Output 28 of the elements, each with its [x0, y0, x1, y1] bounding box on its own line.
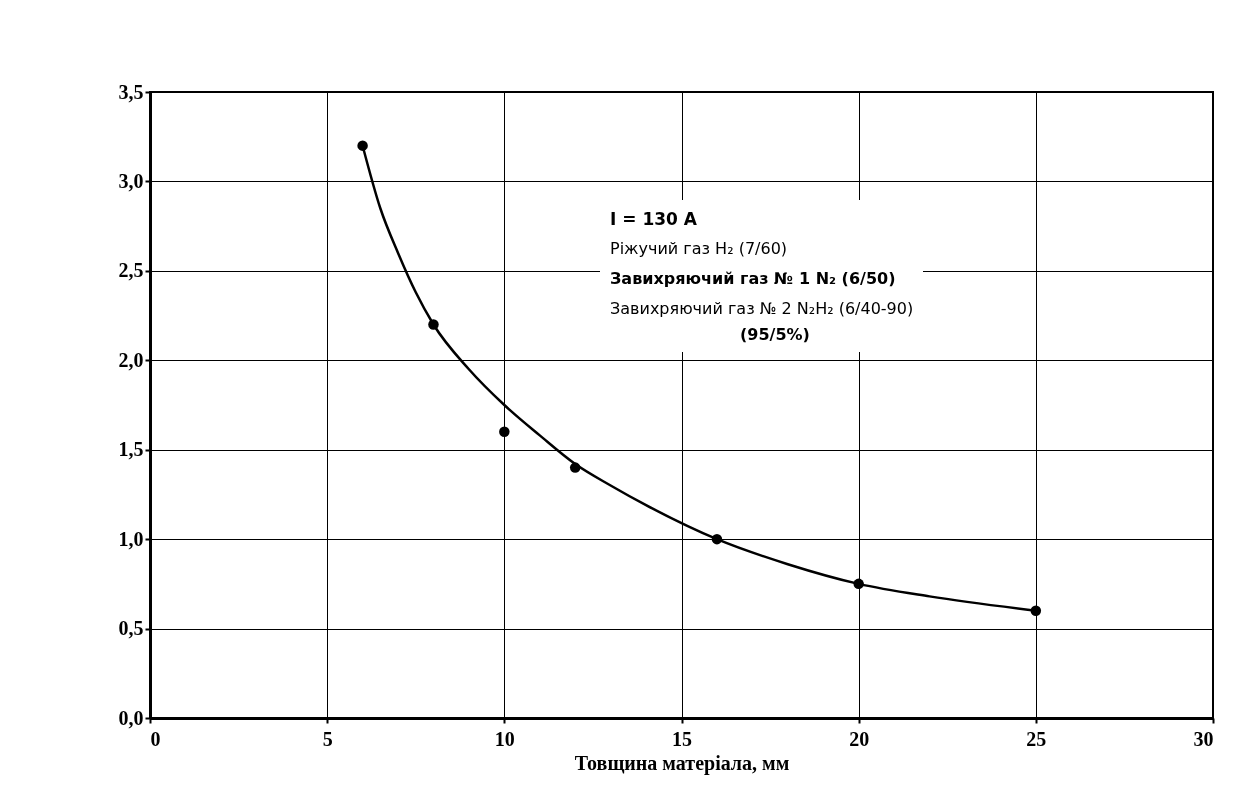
point — [853, 578, 864, 590]
y-tick-label: 1,0 — [118, 527, 144, 550]
annotation: Завихряючий газ № 1 N₂ (6/50) — [610, 268, 897, 290]
point — [569, 462, 581, 473]
point — [1030, 605, 1042, 616]
point — [499, 426, 510, 438]
y-tick-label: 1,5 — [118, 438, 144, 461]
x-tick-label: 20 — [849, 727, 870, 750]
y-tick-label: 0,0 — [118, 706, 144, 729]
y-tick-label: 3,5 — [118, 80, 144, 103]
annotation: I = 130 A — [610, 208, 698, 231]
annotation: Завихряючий газ № 2 N₂H₂ (6/40-90) — [610, 298, 914, 320]
x-tick-label: 30 — [1193, 727, 1214, 750]
annotation: (95/5%) — [739, 324, 811, 346]
point — [711, 533, 723, 545]
y-tick-label: 0,5 — [118, 617, 144, 640]
annotation: Ріжучий газ H₂ (7/60) — [610, 238, 789, 260]
y-tick-label: 2,5 — [118, 259, 144, 282]
point — [428, 319, 439, 330]
x-tick-label: 10 — [494, 727, 515, 750]
y-tick-label: 3,0 — [118, 169, 144, 192]
x-tick-label: 5 — [322, 727, 333, 750]
y-tick-label: 2,0 — [118, 348, 144, 371]
x-tick-label: 0 — [150, 727, 161, 750]
x-tick-label: 15 — [672, 727, 692, 750]
x-axis-title: Товщина матеріала, мм — [574, 751, 790, 775]
x-tick-label: 25 — [1026, 727, 1047, 750]
point — [357, 140, 368, 151]
